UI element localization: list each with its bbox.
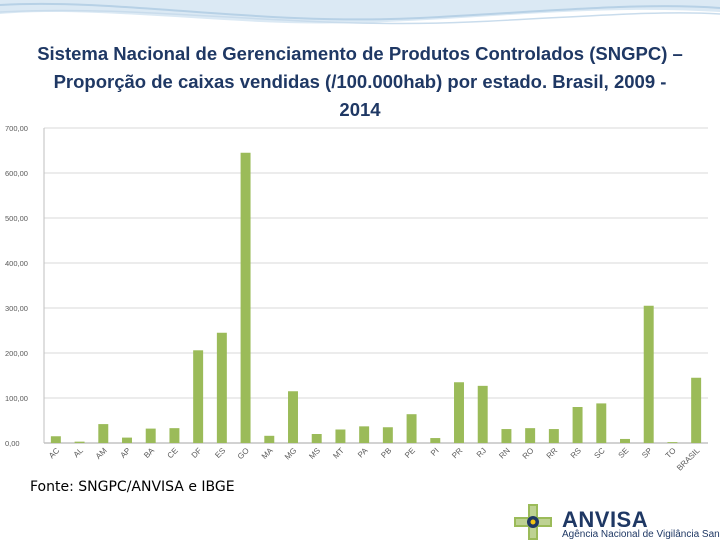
bar [406, 414, 417, 443]
bar [216, 332, 227, 443]
x-tick-label: TO [664, 446, 678, 460]
x-tick-label: MG [283, 446, 298, 461]
x-tick-label: RJ [475, 446, 488, 459]
x-tick-label: BRASIL [675, 446, 702, 473]
y-tick-label: 300,00 [5, 304, 28, 313]
logo-subtitle: Agência Nacional de Vigilância Sanitária [562, 529, 720, 540]
x-tick-label: RS [569, 446, 583, 460]
x-tick-label: PE [403, 446, 417, 460]
bar [145, 428, 156, 443]
x-tick-label: PB [379, 446, 393, 460]
x-tick-label: SE [617, 446, 631, 460]
bar [501, 429, 512, 443]
bar [667, 442, 678, 443]
bar [74, 441, 85, 443]
bar [98, 424, 109, 443]
bar [430, 438, 441, 443]
bar [572, 407, 583, 443]
y-tick-label: 600,00 [5, 169, 28, 178]
bar [264, 435, 275, 443]
bar [288, 391, 298, 443]
anvisa-logo: ANVISA Agência Nacional de Vigilância Sa… [512, 503, 720, 540]
bar [596, 403, 607, 443]
bar [240, 152, 251, 443]
x-tick-label: CE [166, 446, 180, 460]
x-tick-label: AL [72, 446, 86, 460]
x-tick-label: AP [119, 446, 133, 460]
x-tick-label: MT [331, 446, 346, 461]
bar [382, 427, 393, 443]
x-tick-label: MA [260, 446, 275, 461]
anvisa-cross-icon [514, 504, 552, 540]
page-title: Sistema Nacional de Gerenciamento de Pro… [0, 40, 720, 124]
x-tick-label: RO [521, 446, 536, 461]
x-tick-label: SC [592, 446, 606, 460]
x-tick-label: PR [450, 446, 464, 460]
x-tick-label: PA [356, 446, 370, 460]
x-tick-label: GO [236, 446, 251, 461]
bar [193, 350, 204, 443]
x-tick-label: RN [497, 446, 512, 461]
y-tick-label: 700,00 [5, 124, 28, 133]
bar-chart: 0,00 100,00 200,00 300,00 400,00 500,00 600,00… [5, 124, 708, 473]
bar [50, 436, 61, 443]
bar [548, 429, 559, 443]
y-tick-label: 400,00 [5, 259, 28, 268]
y-tick-label: 100,00 [5, 394, 28, 403]
bar [525, 428, 536, 443]
y-tick-label: 0,00 [5, 439, 20, 448]
bar [122, 437, 132, 443]
bar [311, 434, 322, 443]
bar [477, 385, 488, 443]
bar [691, 377, 702, 443]
bar [620, 438, 630, 443]
header-wave-decoration [0, 0, 720, 25]
y-tick-label: 200,00 [5, 349, 28, 358]
bar [169, 428, 180, 443]
x-tick-label: PI [429, 446, 441, 458]
x-tick-label: AC [47, 446, 61, 460]
x-tick-label: BA [142, 446, 156, 460]
bar [643, 305, 654, 443]
bar [335, 429, 346, 443]
bar [359, 426, 370, 443]
x-tick-label: ES [213, 446, 227, 460]
y-tick-label: 500,00 [5, 214, 28, 223]
title-line-1: Sistema Nacional de Gerenciamento de Pro… [37, 43, 683, 64]
x-tick-label: SP [640, 446, 654, 460]
x-tick-label: MS [307, 446, 322, 461]
x-tick-label: RR [545, 446, 560, 461]
title-line-3: 2014 [339, 99, 381, 120]
source-note: Fonte: SNGPC/ANVISA e IBGE [30, 479, 235, 495]
title-line-2: Proporção de caixas vendidas (/100.000ha… [53, 71, 667, 92]
x-tick-label: AM [94, 446, 109, 461]
x-tick-label: DF [190, 446, 204, 460]
bar [454, 382, 464, 443]
logo-name: ANVISA [562, 507, 649, 532]
